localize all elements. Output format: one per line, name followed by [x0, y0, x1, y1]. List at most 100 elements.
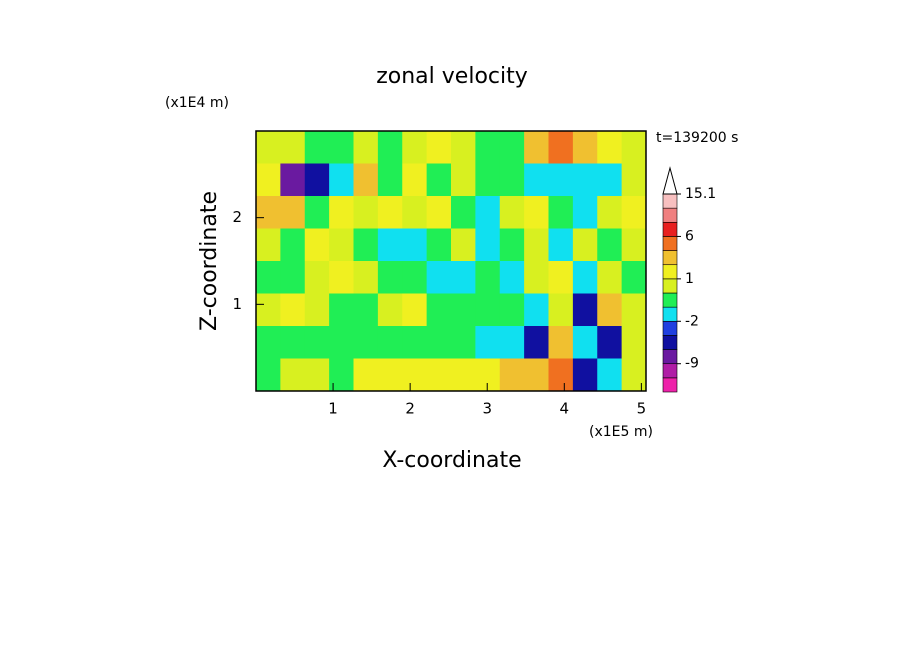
- field-cell: [499, 326, 525, 359]
- field-cell: [280, 228, 306, 262]
- field-cell: [402, 131, 428, 164]
- colorbar-band: [662, 335, 678, 350]
- field-cell: [451, 358, 476, 392]
- field-cell: [256, 196, 281, 229]
- colorbar-label: -2: [685, 313, 699, 329]
- field-cell: [524, 196, 549, 229]
- field-cell: [572, 228, 598, 262]
- field-cell: [256, 326, 281, 359]
- field-cell: [475, 228, 501, 262]
- field-cell: [572, 261, 598, 294]
- field-cell: [426, 163, 452, 197]
- colorbar-band: [662, 320, 678, 336]
- field-cell: [524, 228, 549, 262]
- colorbar-band: [662, 236, 678, 251]
- field-cell: [499, 196, 525, 229]
- field-cell: [524, 261, 549, 294]
- colorbar-band: [662, 193, 678, 209]
- field-cell: [499, 228, 525, 262]
- field-cell: [548, 293, 574, 327]
- colorbar-band: [662, 264, 678, 280]
- field-cell: [304, 261, 330, 294]
- field-cell: [499, 163, 525, 197]
- field-cell: [402, 293, 428, 327]
- field-cell: [548, 261, 574, 294]
- field-cell: [256, 358, 281, 392]
- field-cell: [475, 163, 501, 197]
- plot-frame: [255, 130, 647, 392]
- field-cell: [548, 163, 574, 197]
- field-cell: [451, 261, 476, 294]
- field-cell: [280, 163, 306, 197]
- field-cell: [402, 196, 428, 229]
- colorbar-label: 15.1: [685, 186, 716, 202]
- field-cell: [377, 293, 403, 327]
- field-cell: [499, 358, 525, 392]
- colorbar-band: [662, 377, 678, 393]
- field-cell: [548, 196, 574, 229]
- field-cell: [377, 196, 403, 229]
- colorbar-band: [662, 221, 678, 237]
- field-cell: [572, 358, 598, 392]
- field-cell: [329, 196, 354, 229]
- field-cell: [304, 326, 330, 359]
- field-cell: [451, 196, 476, 229]
- field-cell: [475, 358, 501, 392]
- field-cell: [451, 293, 476, 327]
- field-cell: [329, 326, 354, 359]
- field-cell: [426, 228, 452, 262]
- y-axis-label: Z-coordinate: [197, 191, 222, 331]
- field-cell: [621, 228, 647, 262]
- field-cell: [524, 358, 549, 392]
- field-cell: [621, 293, 647, 327]
- field-cell: [548, 131, 574, 164]
- field-cell: [621, 358, 647, 392]
- field-cell: [426, 358, 452, 392]
- field-cell: [280, 261, 306, 294]
- field-cell: [377, 261, 403, 294]
- field-cell: [548, 358, 574, 392]
- field-cell: [621, 131, 647, 164]
- x-tick-label: 5: [637, 400, 647, 418]
- field-cell: [353, 326, 379, 359]
- field-cell: [499, 261, 525, 294]
- field-cell: [426, 326, 452, 359]
- colorbar-band: [662, 207, 678, 223]
- field-cell: [451, 131, 476, 164]
- field-cell: [475, 326, 501, 359]
- x-unit: (x1E5 m): [589, 424, 653, 440]
- x-tick-label: 4: [560, 400, 570, 418]
- field-cell: [353, 358, 379, 392]
- field-cell: [475, 261, 501, 294]
- field-cell: [377, 326, 403, 359]
- field-cell: [402, 261, 428, 294]
- colorbar-label: -9: [685, 356, 699, 372]
- field-cell: [256, 131, 281, 164]
- field-cell: [304, 358, 330, 392]
- field-cell: [597, 261, 623, 294]
- field-cell: [597, 163, 623, 197]
- field-cell: [329, 228, 354, 262]
- field-cell: [353, 261, 379, 294]
- colorbar-band: [662, 250, 678, 266]
- field-cell: [621, 196, 647, 229]
- field-cell: [475, 131, 501, 164]
- field-cell: [426, 261, 452, 294]
- field-cell: [353, 196, 379, 229]
- field-cell: [426, 293, 452, 327]
- field-cell: [304, 228, 330, 262]
- field-cell: [256, 293, 281, 327]
- field-cell: [304, 163, 330, 197]
- field-cell: [402, 163, 428, 197]
- field-cell: [597, 196, 623, 229]
- field-cell: [524, 131, 549, 164]
- colorbar-band: [662, 278, 678, 294]
- field-cell: [572, 326, 598, 359]
- field-cell: [524, 163, 549, 197]
- field-cell: [256, 228, 281, 262]
- field-cell: [426, 131, 452, 164]
- field-cell: [256, 163, 281, 197]
- field-cell: [280, 293, 306, 327]
- field-cell: [353, 293, 379, 327]
